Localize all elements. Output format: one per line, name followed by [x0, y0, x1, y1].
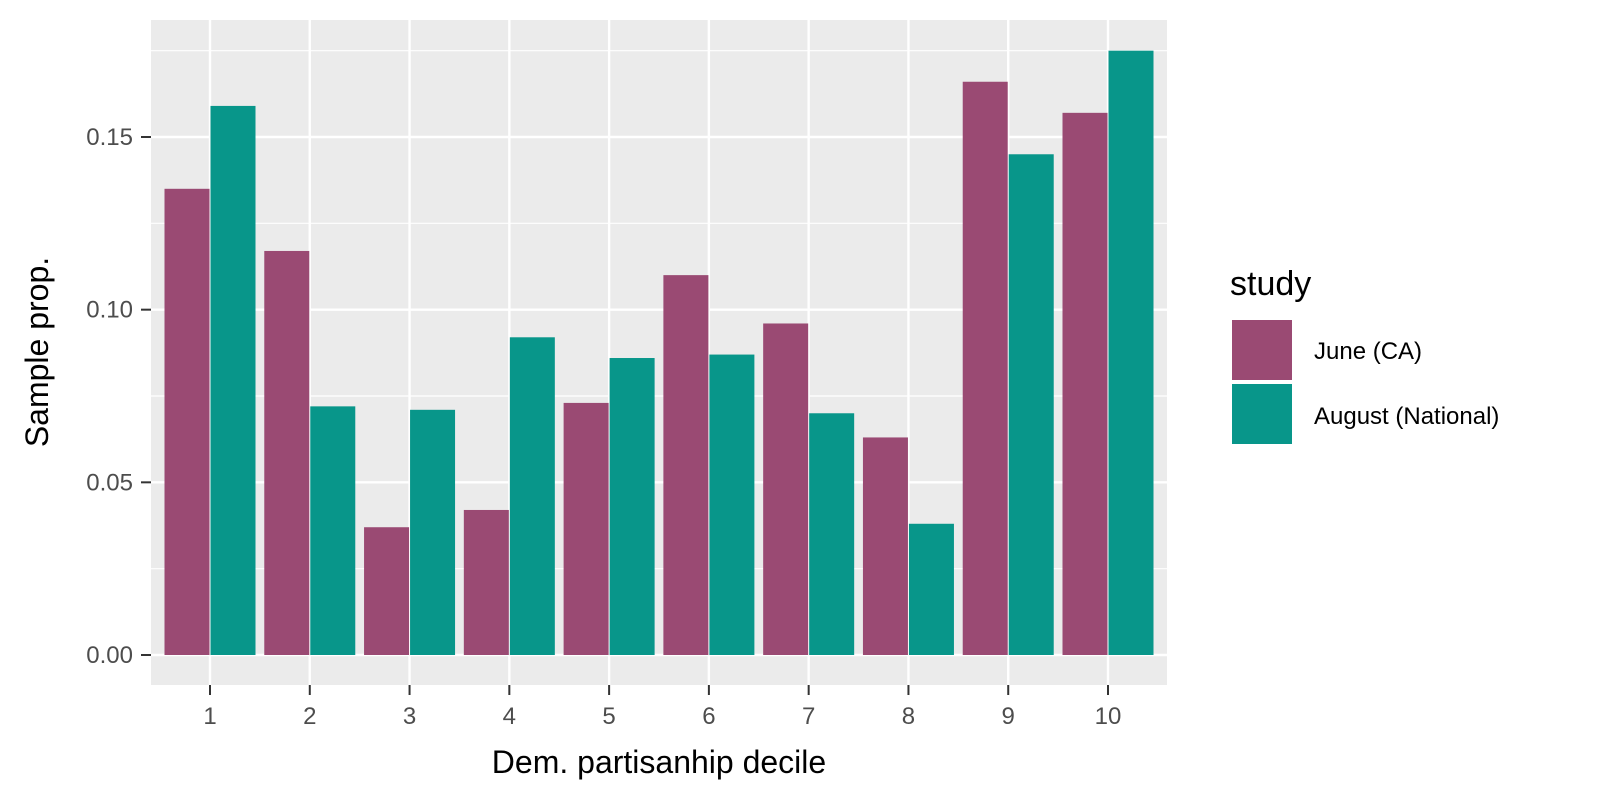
bar-june-6 — [663, 275, 709, 655]
y-tick-label: 0.00 — [86, 642, 133, 669]
legend-title: study — [1230, 265, 1311, 303]
legend-swatch-august — [1232, 384, 1292, 444]
x-tick-label: 5 — [602, 703, 615, 730]
bar-june-3 — [364, 527, 410, 655]
legend: study June (CA) August (National) — [1230, 265, 1499, 444]
x-tick-label: 6 — [702, 703, 715, 730]
legend-swatch-june — [1232, 320, 1292, 380]
x-tick-label: 4 — [503, 703, 516, 730]
bar-august-10 — [1108, 50, 1154, 655]
bar-august-8 — [908, 523, 954, 655]
legend-label-june: June (CA) — [1314, 338, 1422, 365]
bar-august-6 — [709, 354, 755, 655]
x-tick-label: 1 — [203, 703, 216, 730]
x-tick-label: 3 — [403, 703, 416, 730]
bar-august-4 — [509, 337, 555, 655]
bar-august-3 — [410, 409, 456, 655]
x-tick-label: 9 — [1002, 703, 1015, 730]
x-tick-label: 8 — [902, 703, 915, 730]
y-tick-label: 0.10 — [86, 297, 133, 324]
bar-june-4 — [463, 509, 509, 655]
x-axis: 1 2 3 4 5 6 7 8 9 10 — [203, 685, 1121, 730]
bar-june-10 — [1062, 112, 1108, 656]
y-axis-title: Sample prop. — [19, 257, 55, 447]
y-tick-label: 0.05 — [86, 469, 133, 496]
bar-august-2 — [310, 406, 356, 655]
y-axis: 0.00 0.05 0.10 0.15 — [86, 124, 151, 669]
bar-august-5 — [609, 358, 655, 655]
bar-june-5 — [563, 402, 609, 655]
bar-june-7 — [763, 323, 809, 655]
bar-august-7 — [809, 413, 855, 655]
bars — [164, 50, 1154, 656]
bar-june-9 — [962, 81, 1008, 656]
bar-june-1 — [164, 188, 210, 656]
bar-june-2 — [264, 250, 310, 655]
x-tick-label: 2 — [303, 703, 316, 730]
bar-august-9 — [1008, 154, 1054, 655]
legend-label-august: August (National) — [1314, 403, 1499, 430]
x-tick-label: 10 — [1095, 703, 1122, 730]
bar-june-8 — [862, 437, 908, 655]
x-axis-title: Dem. partisanhip decile — [492, 744, 826, 780]
y-tick-label: 0.15 — [86, 124, 133, 151]
x-tick-label: 7 — [802, 703, 815, 730]
major-gridlines — [151, 20, 1167, 685]
bar-august-1 — [210, 105, 256, 656]
